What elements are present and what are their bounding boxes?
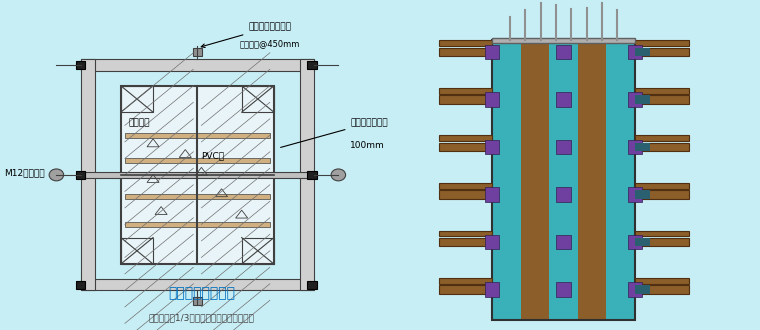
Bar xyxy=(635,41,689,46)
Bar xyxy=(635,143,650,151)
Bar xyxy=(556,45,571,59)
Bar xyxy=(635,230,689,236)
Bar xyxy=(439,88,492,94)
Text: 100mm: 100mm xyxy=(350,142,385,150)
Bar xyxy=(635,285,650,294)
Bar xyxy=(635,190,650,199)
Bar xyxy=(485,140,499,154)
Bar xyxy=(439,278,492,284)
Bar xyxy=(439,41,492,46)
Text: 双钢管箍@450mm: 双钢管箍@450mm xyxy=(239,39,300,48)
Bar xyxy=(635,238,650,246)
Bar xyxy=(192,297,202,305)
Bar xyxy=(628,92,642,107)
Text: 方柱模板支撑示意: 方柱模板支撑示意 xyxy=(168,286,235,300)
Bar xyxy=(307,171,317,179)
Bar xyxy=(556,187,571,202)
Bar xyxy=(439,48,492,56)
Bar xyxy=(242,86,274,112)
Bar xyxy=(635,136,689,141)
Bar xyxy=(81,59,95,290)
Bar xyxy=(556,92,571,107)
Bar xyxy=(439,136,492,141)
Bar xyxy=(439,143,492,151)
Bar xyxy=(485,235,499,249)
Bar xyxy=(125,158,270,163)
Bar xyxy=(125,133,270,138)
Bar xyxy=(84,172,310,178)
Bar xyxy=(485,282,499,297)
Bar xyxy=(81,59,314,71)
Bar xyxy=(635,238,689,246)
Bar xyxy=(492,38,635,43)
Bar xyxy=(300,59,314,290)
Bar xyxy=(439,230,492,236)
Bar xyxy=(121,86,153,112)
Bar xyxy=(76,280,85,288)
Bar xyxy=(492,40,521,320)
Circle shape xyxy=(331,169,346,181)
Bar xyxy=(81,279,314,290)
Bar xyxy=(307,61,317,69)
Bar xyxy=(635,143,689,151)
Bar xyxy=(125,222,270,227)
Bar xyxy=(578,40,606,320)
Bar xyxy=(628,187,642,202)
Bar xyxy=(606,40,635,320)
Bar xyxy=(76,61,85,69)
Bar xyxy=(635,183,689,189)
Bar xyxy=(635,285,689,294)
Bar xyxy=(635,95,650,104)
Bar xyxy=(549,40,578,320)
Bar xyxy=(76,171,85,179)
Text: 木胶合板: 木胶合板 xyxy=(129,118,150,127)
Text: 木枋净距不大于: 木枋净距不大于 xyxy=(280,118,388,148)
Bar xyxy=(556,235,571,249)
Text: 注：柱下部1/3范围内对拉螺栓设置双螺丝: 注：柱下部1/3范围内对拉螺栓设置双螺丝 xyxy=(148,313,255,322)
Text: M12对拉螺栓: M12对拉螺栓 xyxy=(4,168,45,177)
Bar xyxy=(439,183,492,189)
Bar xyxy=(635,88,689,94)
Text: 外围对拉螺栓加固: 外围对拉螺栓加固 xyxy=(201,23,291,48)
Bar xyxy=(635,190,689,199)
Bar xyxy=(635,48,650,56)
Bar xyxy=(439,285,492,294)
Bar xyxy=(439,190,492,199)
Bar xyxy=(121,86,274,264)
Bar xyxy=(485,92,499,107)
Bar xyxy=(628,282,642,297)
Bar xyxy=(628,235,642,249)
Bar xyxy=(125,194,270,199)
Bar xyxy=(439,95,492,104)
Bar xyxy=(485,45,499,59)
Bar xyxy=(121,238,153,264)
Bar xyxy=(492,40,635,320)
Text: PVC管: PVC管 xyxy=(201,151,224,160)
Bar xyxy=(307,280,317,288)
Bar xyxy=(556,282,571,297)
Bar xyxy=(192,48,202,56)
Bar xyxy=(628,140,642,154)
Bar xyxy=(635,95,689,104)
Bar xyxy=(485,187,499,202)
Bar xyxy=(242,238,274,264)
Bar xyxy=(635,278,689,284)
Bar xyxy=(628,45,642,59)
Bar xyxy=(439,238,492,246)
Bar xyxy=(521,40,549,320)
Bar xyxy=(635,48,689,56)
Circle shape xyxy=(49,169,64,181)
Bar xyxy=(556,140,571,154)
